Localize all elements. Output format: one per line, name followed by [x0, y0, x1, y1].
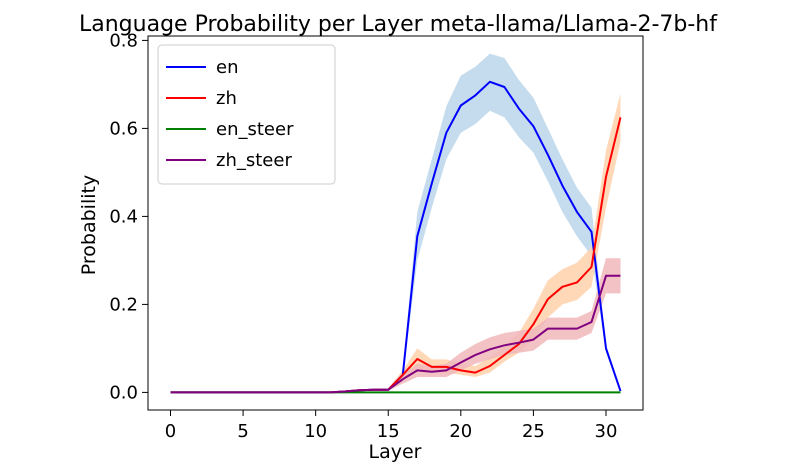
y-tick-label: 0.6 — [109, 118, 138, 139]
x-tick-label: 15 — [377, 421, 400, 442]
y-tick-label: 0.0 — [109, 382, 138, 403]
plot-frame — [147, 35, 644, 411]
series-lines — [170, 80, 622, 394]
legend-label-zh_steer: zh_steer — [216, 150, 292, 171]
y-axis-ticks: 0.0 0.2 0.4 0.6 0.8 — [109, 30, 148, 403]
chart-title: Language Probability per Layer meta-llam… — [79, 12, 718, 37]
x-tick-label: 30 — [595, 421, 618, 442]
legend-label-en_steer: en_steer — [216, 119, 294, 140]
y-tick-label: 0.2 — [109, 294, 138, 315]
legend: en zh en_steer zh_steer — [157, 44, 336, 185]
legend-box — [157, 44, 336, 185]
legend-label-en: en — [216, 57, 238, 78]
x-tick-label: 10 — [304, 421, 327, 442]
x-axis-ticks: 0 5 10 15 20 25 30 — [165, 410, 618, 442]
y-tick-label: 0.8 — [109, 30, 138, 51]
legend-label-zh: zh — [216, 88, 237, 109]
series-line-zh_steer — [170, 274, 621, 394]
y-tick-label: 0.4 — [109, 206, 138, 227]
x-tick-label: 20 — [449, 421, 472, 442]
x-tick-label: 5 — [237, 421, 248, 442]
x-tick-label: 0 — [165, 421, 176, 442]
x-tick-label: 25 — [522, 421, 545, 442]
y-axis-label: Probability — [78, 175, 100, 275]
x-axis-label: Layer — [369, 441, 422, 463]
